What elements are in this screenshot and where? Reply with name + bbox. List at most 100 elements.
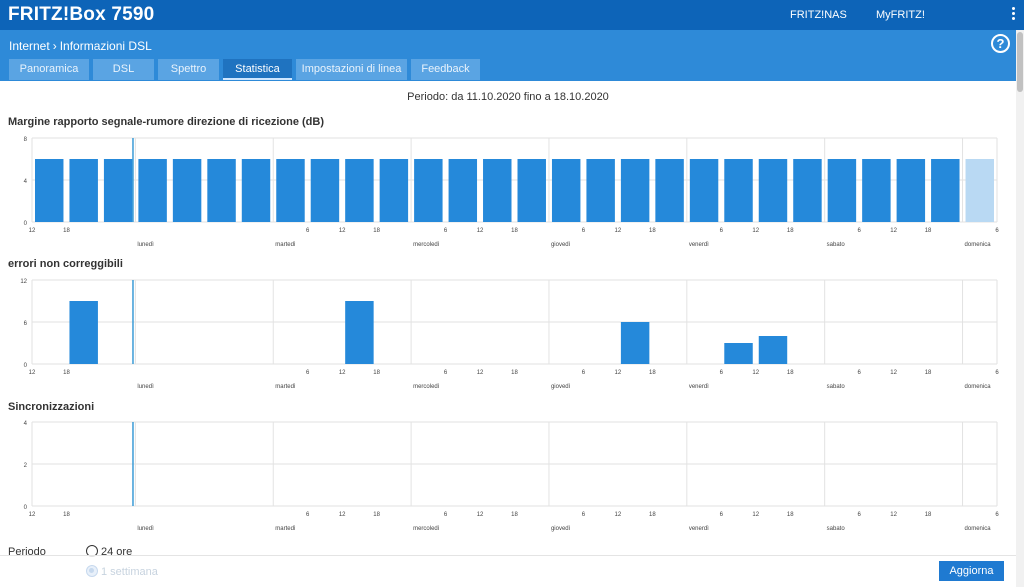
bar: [483, 159, 512, 222]
x-tick-label: 18: [649, 512, 656, 518]
x-tick-label: 6: [995, 370, 999, 376]
x-tick-label: 12: [477, 228, 484, 234]
bar: [827, 159, 857, 222]
x-tick-label: 12: [752, 370, 759, 376]
y-tick-label: 8: [24, 137, 28, 143]
y-tick-label: 0: [24, 221, 28, 227]
period-text: Periodo: da 11.10.2020 fino a 18.10.2020: [407, 91, 609, 103]
day-label: martedì: [275, 242, 296, 248]
x-tick-label: 12: [339, 512, 346, 518]
bar: [724, 159, 753, 222]
tab-dsl[interactable]: DSL: [93, 59, 154, 80]
day-label: domenica: [965, 526, 992, 532]
x-tick-label: 18: [925, 370, 932, 376]
x-tick-label: 12: [29, 512, 36, 518]
x-tick-label: 18: [649, 370, 656, 376]
tab-statistica[interactable]: Statistica: [223, 59, 292, 80]
day-label: sabato: [827, 526, 846, 532]
chart-title-sync: Sincronizzazioni: [8, 401, 95, 413]
x-tick-label: 12: [615, 512, 622, 518]
myfritz-link[interactable]: MyFRITZ!: [876, 9, 925, 21]
synchronizations-chart: 0 2 4 12 18 6 12 18 6 12 18 6 12 18 6 12 18 6 12 18 6 lunedì m…: [24, 421, 1000, 532]
tab-impostazioni-di-linea[interactable]: Impostazioni di linea: [296, 59, 407, 80]
y-tick-label: 2: [24, 463, 28, 469]
y-tick-label: 6: [24, 321, 28, 327]
x-tick-label: 6: [582, 228, 586, 234]
bar: [345, 159, 374, 222]
day-label: giovedì: [551, 242, 571, 248]
x-tick-label: 6: [720, 228, 724, 234]
bar: [724, 343, 753, 364]
bar: [207, 159, 236, 222]
breadcrumb-internet[interactable]: Internet: [9, 39, 50, 53]
snr-margin-chart: 0 4 8 12 18 6 12 18 6 12 18 6 12 18 6 12 18 6 12 18 6 lunedì m…: [24, 137, 1000, 248]
bar: [345, 301, 374, 364]
y-tick-label: 0: [24, 363, 28, 369]
x-tick-label: 12: [477, 512, 484, 518]
x-tick-label: 12: [477, 370, 484, 376]
bar: [655, 159, 684, 222]
x-tick-label: 12: [890, 370, 897, 376]
scrollbar-thumb[interactable]: [1017, 32, 1023, 92]
tab-spettro[interactable]: Spettro: [158, 59, 219, 80]
bar: [69, 301, 98, 364]
day-label: domenica: [965, 384, 992, 390]
bar: [414, 159, 443, 222]
x-tick-label: 6: [306, 228, 310, 234]
bar: [241, 159, 271, 222]
radio-1-settimana-label[interactable]: 1 settimana: [101, 566, 158, 578]
chevron-right-icon: ›: [52, 39, 57, 53]
day-label: lunedì: [137, 526, 154, 532]
page-scrollbar[interactable]: [1016, 30, 1024, 587]
bar: [689, 159, 719, 222]
day-label: sabato: [827, 384, 846, 390]
tab-panoramica[interactable]: Panoramica: [9, 59, 89, 80]
x-tick-label: 6: [857, 512, 861, 518]
tab-bar: Panoramica DSL Spettro Statistica Impost…: [9, 59, 484, 81]
refresh-button[interactable]: Aggiorna: [939, 561, 1004, 581]
help-icon[interactable]: ?: [991, 34, 1010, 53]
day-label: mercoledì: [413, 242, 440, 248]
bar: [103, 159, 133, 222]
x-tick-label: 18: [63, 512, 70, 518]
bar: [69, 159, 98, 222]
x-tick-label: 18: [787, 512, 794, 518]
sub-header: Internet › Informazioni DSL ? Panoramica…: [0, 30, 1016, 81]
x-tick-label: 6: [582, 512, 586, 518]
x-tick-label: 12: [615, 370, 622, 376]
x-tick-label: 18: [925, 512, 932, 518]
day-label: venerdì: [689, 526, 709, 532]
uncorrectable-errors-chart: 0 6 12 12 18 6 12 18 6 12 18 6 12 18 6 12 18 6 12 18 6 lunedì…: [20, 279, 999, 390]
x-tick-label: 18: [511, 512, 518, 518]
day-label: mercoledì: [413, 384, 440, 390]
day-label: giovedì: [551, 384, 571, 390]
bar: [758, 336, 788, 364]
y-tick-label: 4: [24, 179, 28, 185]
bar: [310, 159, 340, 222]
bar: [931, 159, 960, 222]
brand-title: FRITZ!Box 7590: [8, 4, 155, 25]
chart-title-errors: errori non correggibili: [8, 258, 123, 270]
y-tick-label: 12: [20, 279, 27, 285]
fritz-nas-link[interactable]: FRITZ!NAS: [790, 9, 847, 21]
x-tick-label: 18: [925, 228, 932, 234]
x-tick-label: 6: [444, 228, 448, 234]
x-tick-label: 6: [306, 370, 310, 376]
top-bar: FRITZ!Box 7590 FRITZ!NAS MyFRITZ!: [0, 0, 1024, 30]
x-tick-label: 6: [444, 370, 448, 376]
day-label: martedì: [275, 384, 296, 390]
day-label: lunedì: [137, 384, 154, 390]
vertical-dots-icon[interactable]: [1010, 7, 1016, 23]
breadcrumb: Internet › Informazioni DSL: [9, 39, 152, 53]
day-label: venerdì: [689, 384, 709, 390]
x-tick-label: 18: [787, 228, 794, 234]
radio-1-settimana[interactable]: [86, 565, 98, 577]
day-label: lunedì: [137, 242, 154, 248]
x-tick-label: 12: [339, 228, 346, 234]
day-label: martedì: [275, 526, 296, 532]
bar: [620, 159, 650, 222]
x-tick-label: 12: [890, 228, 897, 234]
bar: [551, 159, 581, 222]
bar: [620, 322, 650, 364]
tab-feedback[interactable]: Feedback: [411, 59, 480, 80]
